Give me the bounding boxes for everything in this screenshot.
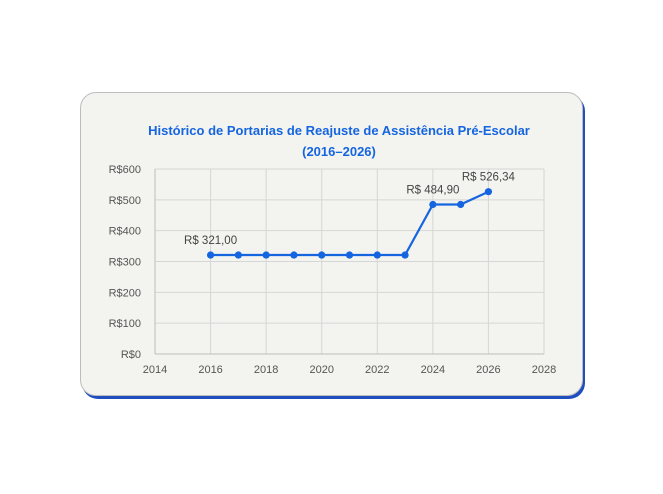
chart-title: Histórico de Portarias de Reajuste de As… — [148, 123, 530, 138]
data-label: R$ 321,00 — [184, 235, 237, 247]
data-point — [373, 251, 381, 259]
data-point — [457, 200, 465, 209]
data-point — [234, 251, 242, 259]
x-tick-label: 2022 — [365, 364, 389, 376]
data-point — [484, 188, 493, 196]
series-line — [210, 190, 489, 257]
data-point — [401, 251, 409, 259]
y-tick-label: R$0 — [121, 349, 141, 361]
x-tick-label: 2024 — [421, 364, 445, 376]
data-point — [318, 251, 326, 259]
chart-card — [80, 92, 583, 396]
y-tick-label: R$400 — [109, 226, 141, 238]
data-point — [206, 251, 215, 259]
data-point — [290, 251, 298, 259]
x-tick-label: 2014 — [143, 364, 167, 376]
y-tick-label: R$100 — [109, 318, 141, 330]
data-point — [429, 200, 437, 209]
grid-lines — [154, 168, 545, 355]
series-valor — [206, 188, 493, 259]
data-label: R$ 484,90 — [406, 184, 459, 196]
y-tick-label: R$200 — [109, 287, 141, 299]
y-tick-label: R$300 — [109, 257, 141, 269]
axes: R$0 R$100 R$200 R$300 R$400 R$500 R$600 2014 201… — [109, 164, 557, 376]
data-labels: R$ 321,00 R$ 484,90R$ 526,34 — [184, 172, 516, 247]
data-point — [262, 251, 270, 259]
x-tick-label: 2016 — [198, 364, 222, 376]
x-tick-label: 2026 — [476, 364, 500, 376]
x-tick-label: 2018 — [254, 364, 278, 376]
y-tick-label: R$500 — [109, 195, 141, 207]
chart-subtitle: (2016–2026) — [302, 144, 376, 159]
x-tick-label: 2020 — [309, 364, 333, 376]
x-tick-label: 2028 — [532, 364, 556, 376]
y-tick-label: R$600 — [109, 164, 141, 176]
data-label: R$ 526,34 — [462, 172, 516, 184]
data-point — [345, 251, 354, 259]
